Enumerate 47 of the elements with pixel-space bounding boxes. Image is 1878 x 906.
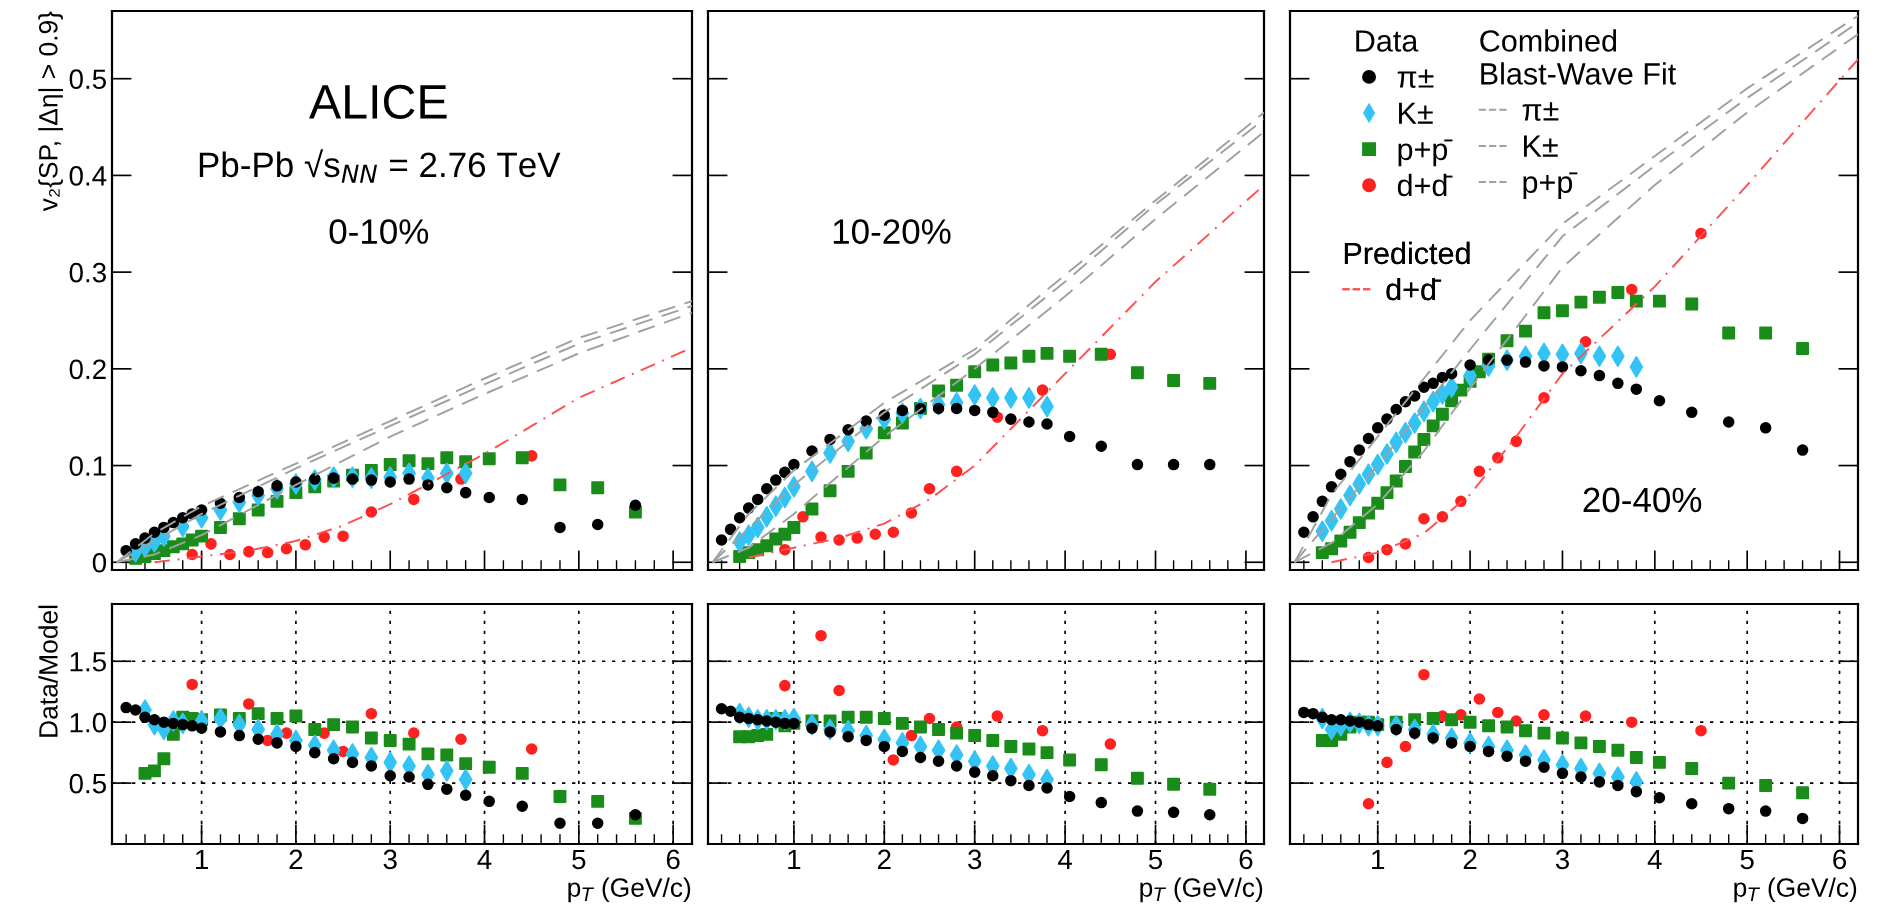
y-tick-label: 0.1 <box>69 456 106 476</box>
x-tick-label: 2 <box>877 849 891 869</box>
legend-label: p+p̄ <box>1523 172 1578 200</box>
annotation: Pb-Pb √s$_{NN}$ = 2.76 TeV <box>199 149 561 183</box>
x-axis-title: p$_{T}$ (GeV/c) <box>568 877 691 903</box>
y-axis-title: v₂{SP, |Δη| > 0.9} <box>38 11 63 212</box>
text: Data <box>1356 30 1419 52</box>
annotation: 10-20% <box>833 219 951 244</box>
x-tick-label: 3 <box>1555 849 1569 870</box>
text: Predicted <box>1344 241 1470 265</box>
legend-label: d+d̄ <box>1386 277 1442 301</box>
y-tick-label: 0.2 <box>69 359 106 380</box>
y-tick-label: 0.5 <box>69 69 106 90</box>
x-tick-label: 3 <box>968 849 982 870</box>
y-tick-label: 1.5 <box>70 652 106 672</box>
y-tick-label: 0 <box>92 552 107 573</box>
y-tick-label: 0.4 <box>69 166 107 186</box>
legend-label: d+d̄ <box>1397 173 1453 197</box>
x-tick-label: 1 <box>195 849 208 869</box>
x-tick-label: 6 <box>1833 849 1847 870</box>
y-tick-label: 0.3 <box>69 262 106 283</box>
x-axis-title: p$_{T}$ (GeV/c) <box>1140 877 1263 903</box>
annotation: 0-10% <box>329 219 429 244</box>
x-tick-label: 4 <box>1058 849 1073 869</box>
legend-label: p+p̄ <box>1398 139 1453 167</box>
x-tick-label: 5 <box>1148 849 1163 870</box>
x-tick-label: 1 <box>788 849 801 869</box>
x-tick-label: 4 <box>477 849 492 869</box>
x-tick-label: 6 <box>1239 849 1253 870</box>
y-axis-title: Data/Model <box>38 605 58 737</box>
legend-label: K± <box>1524 135 1558 157</box>
x-tick-label: 4 <box>1647 849 1662 869</box>
x-tick-label: 2 <box>289 849 303 869</box>
legend-label: K± <box>1399 102 1433 124</box>
x-tick-label: 5 <box>572 849 586 870</box>
x-axis-title: p$_{T}$ (GeV/c) <box>1734 877 1857 903</box>
annotation: 20-40% <box>1583 487 1702 513</box>
x-tick-label: 3 <box>383 849 397 870</box>
annotation: ALICE <box>309 84 447 119</box>
legend-label: π± <box>1397 69 1434 88</box>
x-tick-label: 5 <box>1740 849 1754 870</box>
x-tick-label: 6 <box>666 849 680 870</box>
y-tick-label: 1.0 <box>70 712 107 733</box>
y-tick-label: 0.5 <box>69 773 106 794</box>
x-tick-label: 2 <box>1463 849 1477 869</box>
legend-label: π± <box>1522 102 1559 121</box>
x-tick-label: 1 <box>1372 849 1385 869</box>
